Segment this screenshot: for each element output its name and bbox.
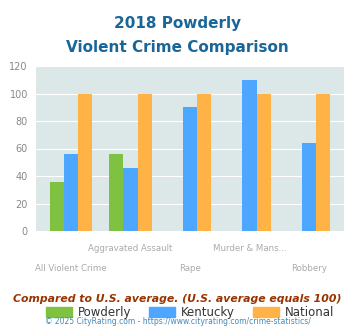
Bar <box>197 93 211 231</box>
Bar <box>78 93 92 231</box>
Bar <box>50 182 64 231</box>
Bar <box>257 93 271 231</box>
Text: Murder & Mans...: Murder & Mans... <box>213 244 286 253</box>
Text: Violent Crime Comparison: Violent Crime Comparison <box>66 40 289 55</box>
Text: Compared to U.S. average. (U.S. average equals 100): Compared to U.S. average. (U.S. average … <box>13 294 342 304</box>
Bar <box>302 143 316 231</box>
Bar <box>316 93 330 231</box>
Text: Rape: Rape <box>179 264 201 273</box>
Bar <box>123 168 138 231</box>
Bar <box>138 93 152 231</box>
Bar <box>183 107 197 231</box>
Text: 2018 Powderly: 2018 Powderly <box>114 16 241 31</box>
Bar <box>64 154 78 231</box>
Text: All Violent Crime: All Violent Crime <box>35 264 107 273</box>
Legend: Powderly, Kentucky, National: Powderly, Kentucky, National <box>46 306 334 319</box>
Text: Robbery: Robbery <box>291 264 327 273</box>
Bar <box>109 154 123 231</box>
Bar <box>242 80 257 231</box>
Text: © 2025 CityRating.com - https://www.cityrating.com/crime-statistics/: © 2025 CityRating.com - https://www.city… <box>45 317 310 326</box>
Text: Aggravated Assault: Aggravated Assault <box>88 244 173 253</box>
